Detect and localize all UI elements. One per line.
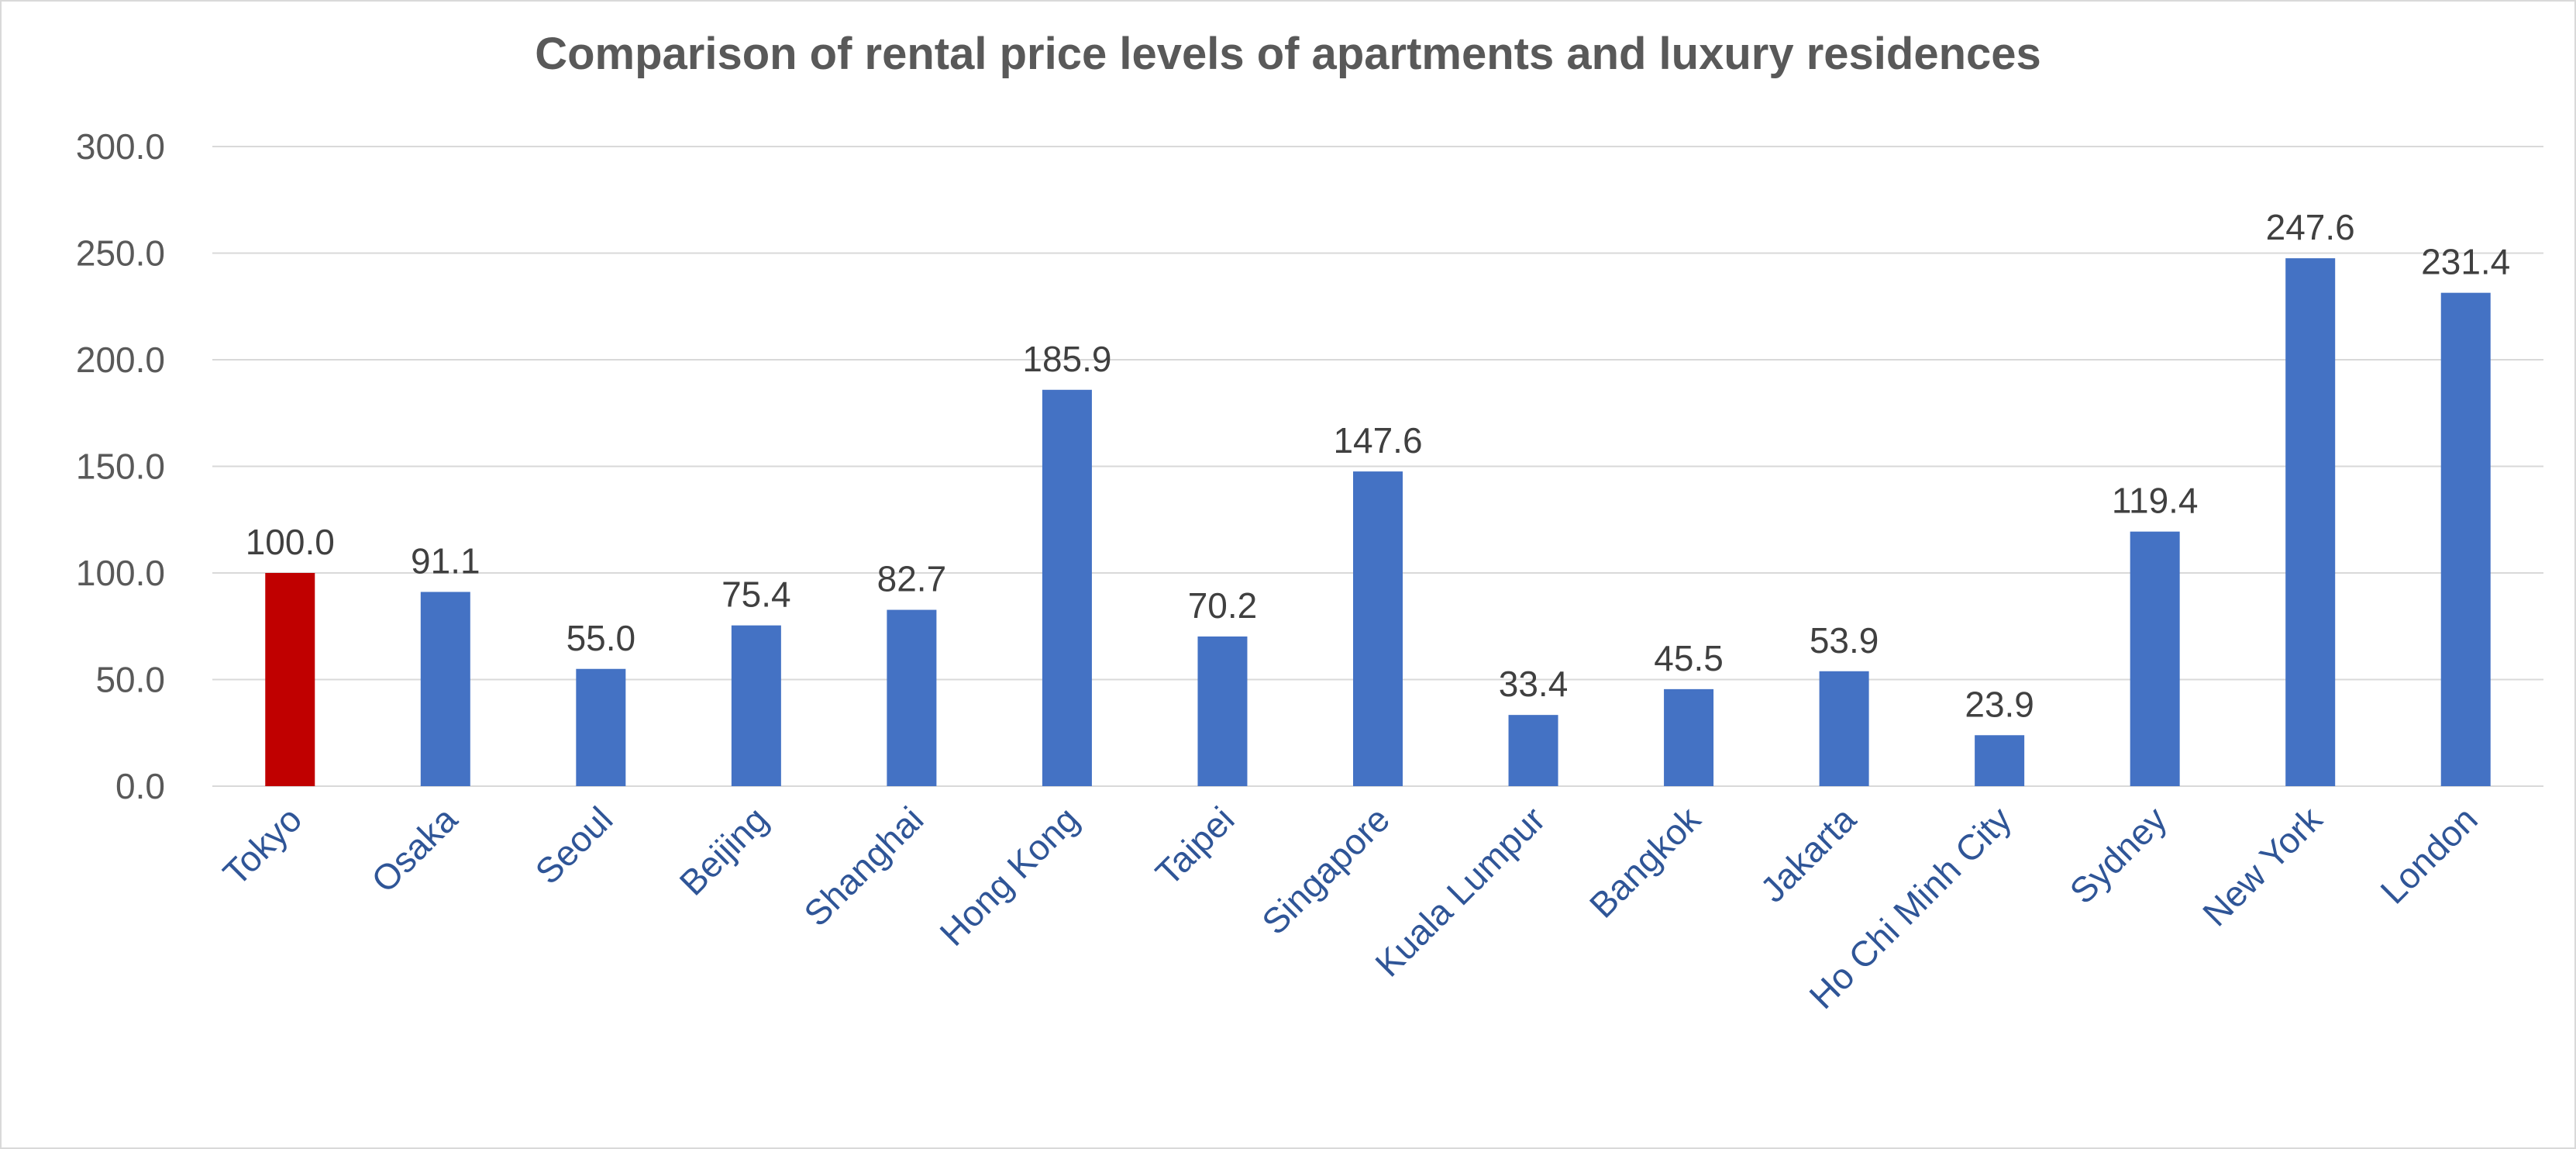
- category-label: Taipei: [1148, 799, 1242, 893]
- bar-kuala-lumpur: [1508, 715, 1558, 786]
- data-label: 70.2: [1188, 585, 1258, 626]
- category-label: Beijing: [672, 799, 776, 902]
- y-tick-label: 150.0: [76, 447, 165, 487]
- bar-taipei: [1197, 636, 1248, 786]
- category-label: Bangkok: [1582, 799, 1709, 926]
- bar-tokyo: [265, 573, 315, 786]
- y-axis-ticks: 0.0 50.0 100.0 150.0 200.0 250.0 300.0: [76, 126, 165, 806]
- data-label: 147.6: [1333, 420, 1422, 461]
- y-tick-label: 0.0: [115, 766, 165, 806]
- bars: [265, 258, 2491, 787]
- category-label: Osaka: [363, 799, 465, 900]
- bar-new-york: [2285, 258, 2336, 787]
- data-label: 75.4: [721, 574, 791, 615]
- y-tick-label: 300.0: [76, 126, 165, 167]
- category-label: Seoul: [527, 799, 620, 892]
- category-label: Singapore: [1254, 799, 1397, 942]
- category-label: Hong Kong: [932, 799, 1087, 954]
- data-label: 247.6: [2266, 207, 2355, 247]
- y-tick-label: 250.0: [76, 233, 165, 274]
- category-label: New York: [2195, 799, 2330, 934]
- y-tick-label: 200.0: [76, 340, 165, 380]
- bar-singapore: [1353, 471, 1403, 786]
- category-label: Jakarta: [1752, 799, 1864, 910]
- category-label: Tokyo: [215, 799, 310, 893]
- y-tick-label: 50.0: [95, 660, 165, 700]
- category-label: London: [2372, 799, 2485, 911]
- category-label: Sydney: [2061, 799, 2174, 911]
- bar-jakarta: [1819, 671, 1869, 786]
- data-label: 53.9: [1810, 620, 1879, 661]
- bar-ho-chi-minh-city: [1975, 735, 2025, 786]
- data-label: 185.9: [1022, 339, 1111, 379]
- bar-osaka: [420, 592, 470, 786]
- y-tick-label: 100.0: [76, 553, 165, 593]
- x-axis-categories: Tokyo Osaka Seoul Beijing Shanghai Hong Kong T…: [215, 799, 2485, 1016]
- category-label: Shanghai: [796, 799, 931, 933]
- data-label: 45.5: [1654, 638, 1724, 678]
- bar-london: [2440, 292, 2491, 786]
- data-label: 23.9: [1965, 684, 2034, 724]
- data-label: 231.4: [2421, 242, 2510, 282]
- bar-shanghai: [887, 609, 937, 786]
- data-label: 55.0: [567, 618, 636, 658]
- data-label: 33.4: [1499, 664, 1569, 704]
- bar-seoul: [576, 668, 626, 786]
- bar-beijing: [731, 625, 781, 786]
- data-label: 91.1: [411, 540, 480, 581]
- data-label: 119.4: [2112, 481, 2199, 521]
- chart-title: Comparison of rental price levels of apa…: [535, 29, 2041, 79]
- bar-hong-kong: [1042, 389, 1092, 786]
- bar-bangkok: [1664, 688, 1714, 786]
- data-label: 82.7: [877, 559, 947, 599]
- bar-sydney: [2130, 531, 2180, 786]
- data-label: 100.0: [246, 522, 335, 562]
- data-labels: 100.0 91.1 55.0 75.4 82.7 185.9 70.2 147.6 33.4 4…: [246, 207, 2511, 724]
